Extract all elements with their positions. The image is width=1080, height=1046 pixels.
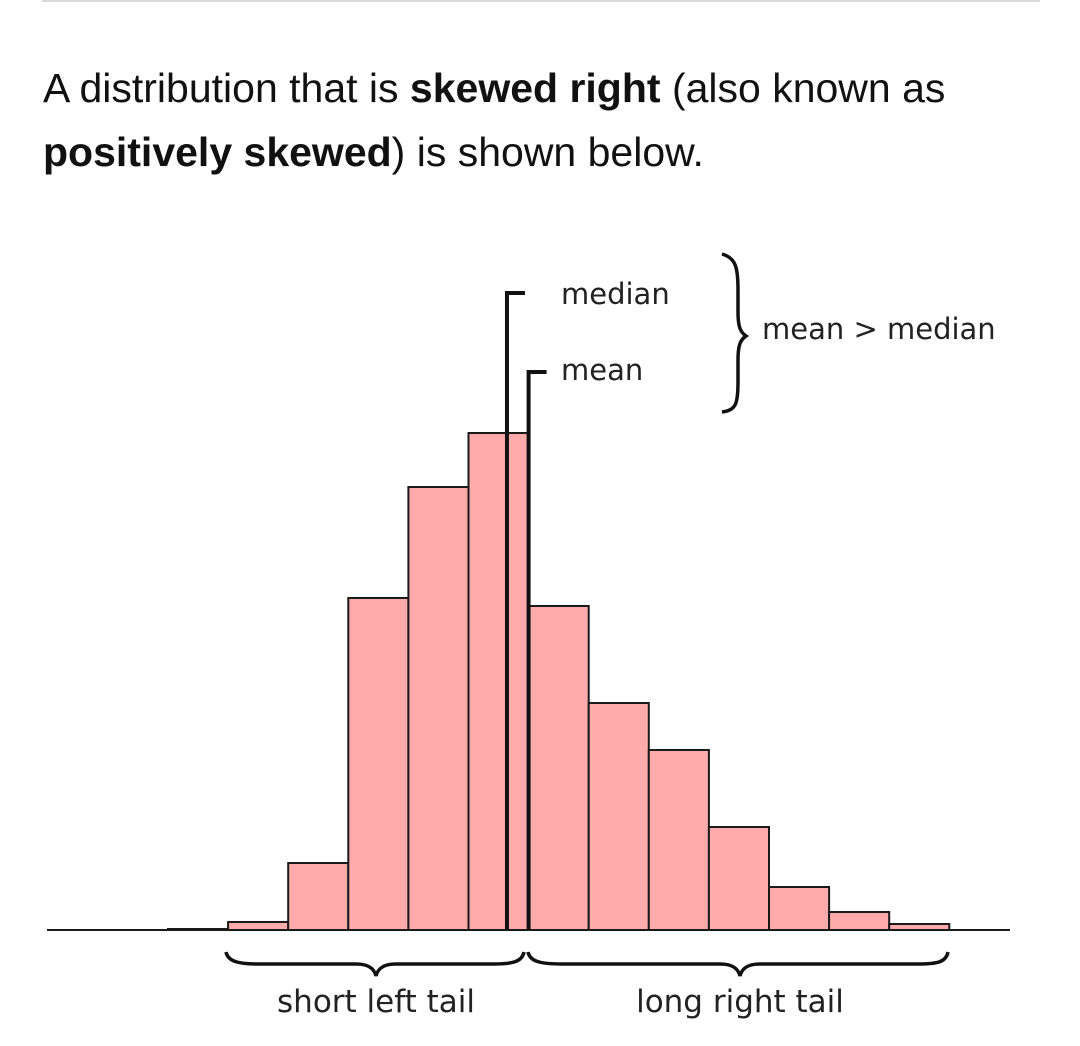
histogram-bar (587, 702, 650, 931)
long-right-tail-label: long right tail (636, 984, 844, 1020)
histogram-bar (527, 605, 590, 931)
median-label: median (561, 277, 670, 311)
top-divider (42, 0, 1040, 2)
median-mean-markers (504, 291, 547, 930)
intro-paragraph: A distribution that is skewed right (als… (43, 56, 1043, 184)
intro-text-2: (also known as (660, 65, 946, 111)
mean-line (526, 370, 547, 930)
mean-label: mean (561, 353, 643, 387)
mean-greater-than-median-label: mean > median (762, 312, 996, 346)
histogram-bar (768, 886, 831, 931)
histogram-bar (828, 911, 891, 931)
intro-text-3: ) is shown below. (391, 129, 704, 175)
right-tail-brace (526, 951, 950, 977)
intro-text-1: A distribution that is (43, 65, 410, 111)
intro-bold-positively-skewed: positively skewed (43, 129, 392, 175)
histogram-bar (467, 432, 530, 931)
intro-bold-skewed-right: skewed right (409, 65, 661, 111)
histogram-bar (707, 826, 771, 931)
histogram-bar (347, 597, 410, 931)
histogram-bar (227, 921, 290, 931)
histogram-bar (647, 749, 710, 931)
histogram-bar (407, 486, 470, 931)
histogram-bar (287, 862, 350, 931)
median-line (504, 291, 525, 930)
short-left-tail-label: short left tail (277, 984, 475, 1020)
left-tail-brace (224, 951, 526, 977)
relation-brace (721, 252, 750, 414)
histogram-bars (167, 432, 951, 931)
